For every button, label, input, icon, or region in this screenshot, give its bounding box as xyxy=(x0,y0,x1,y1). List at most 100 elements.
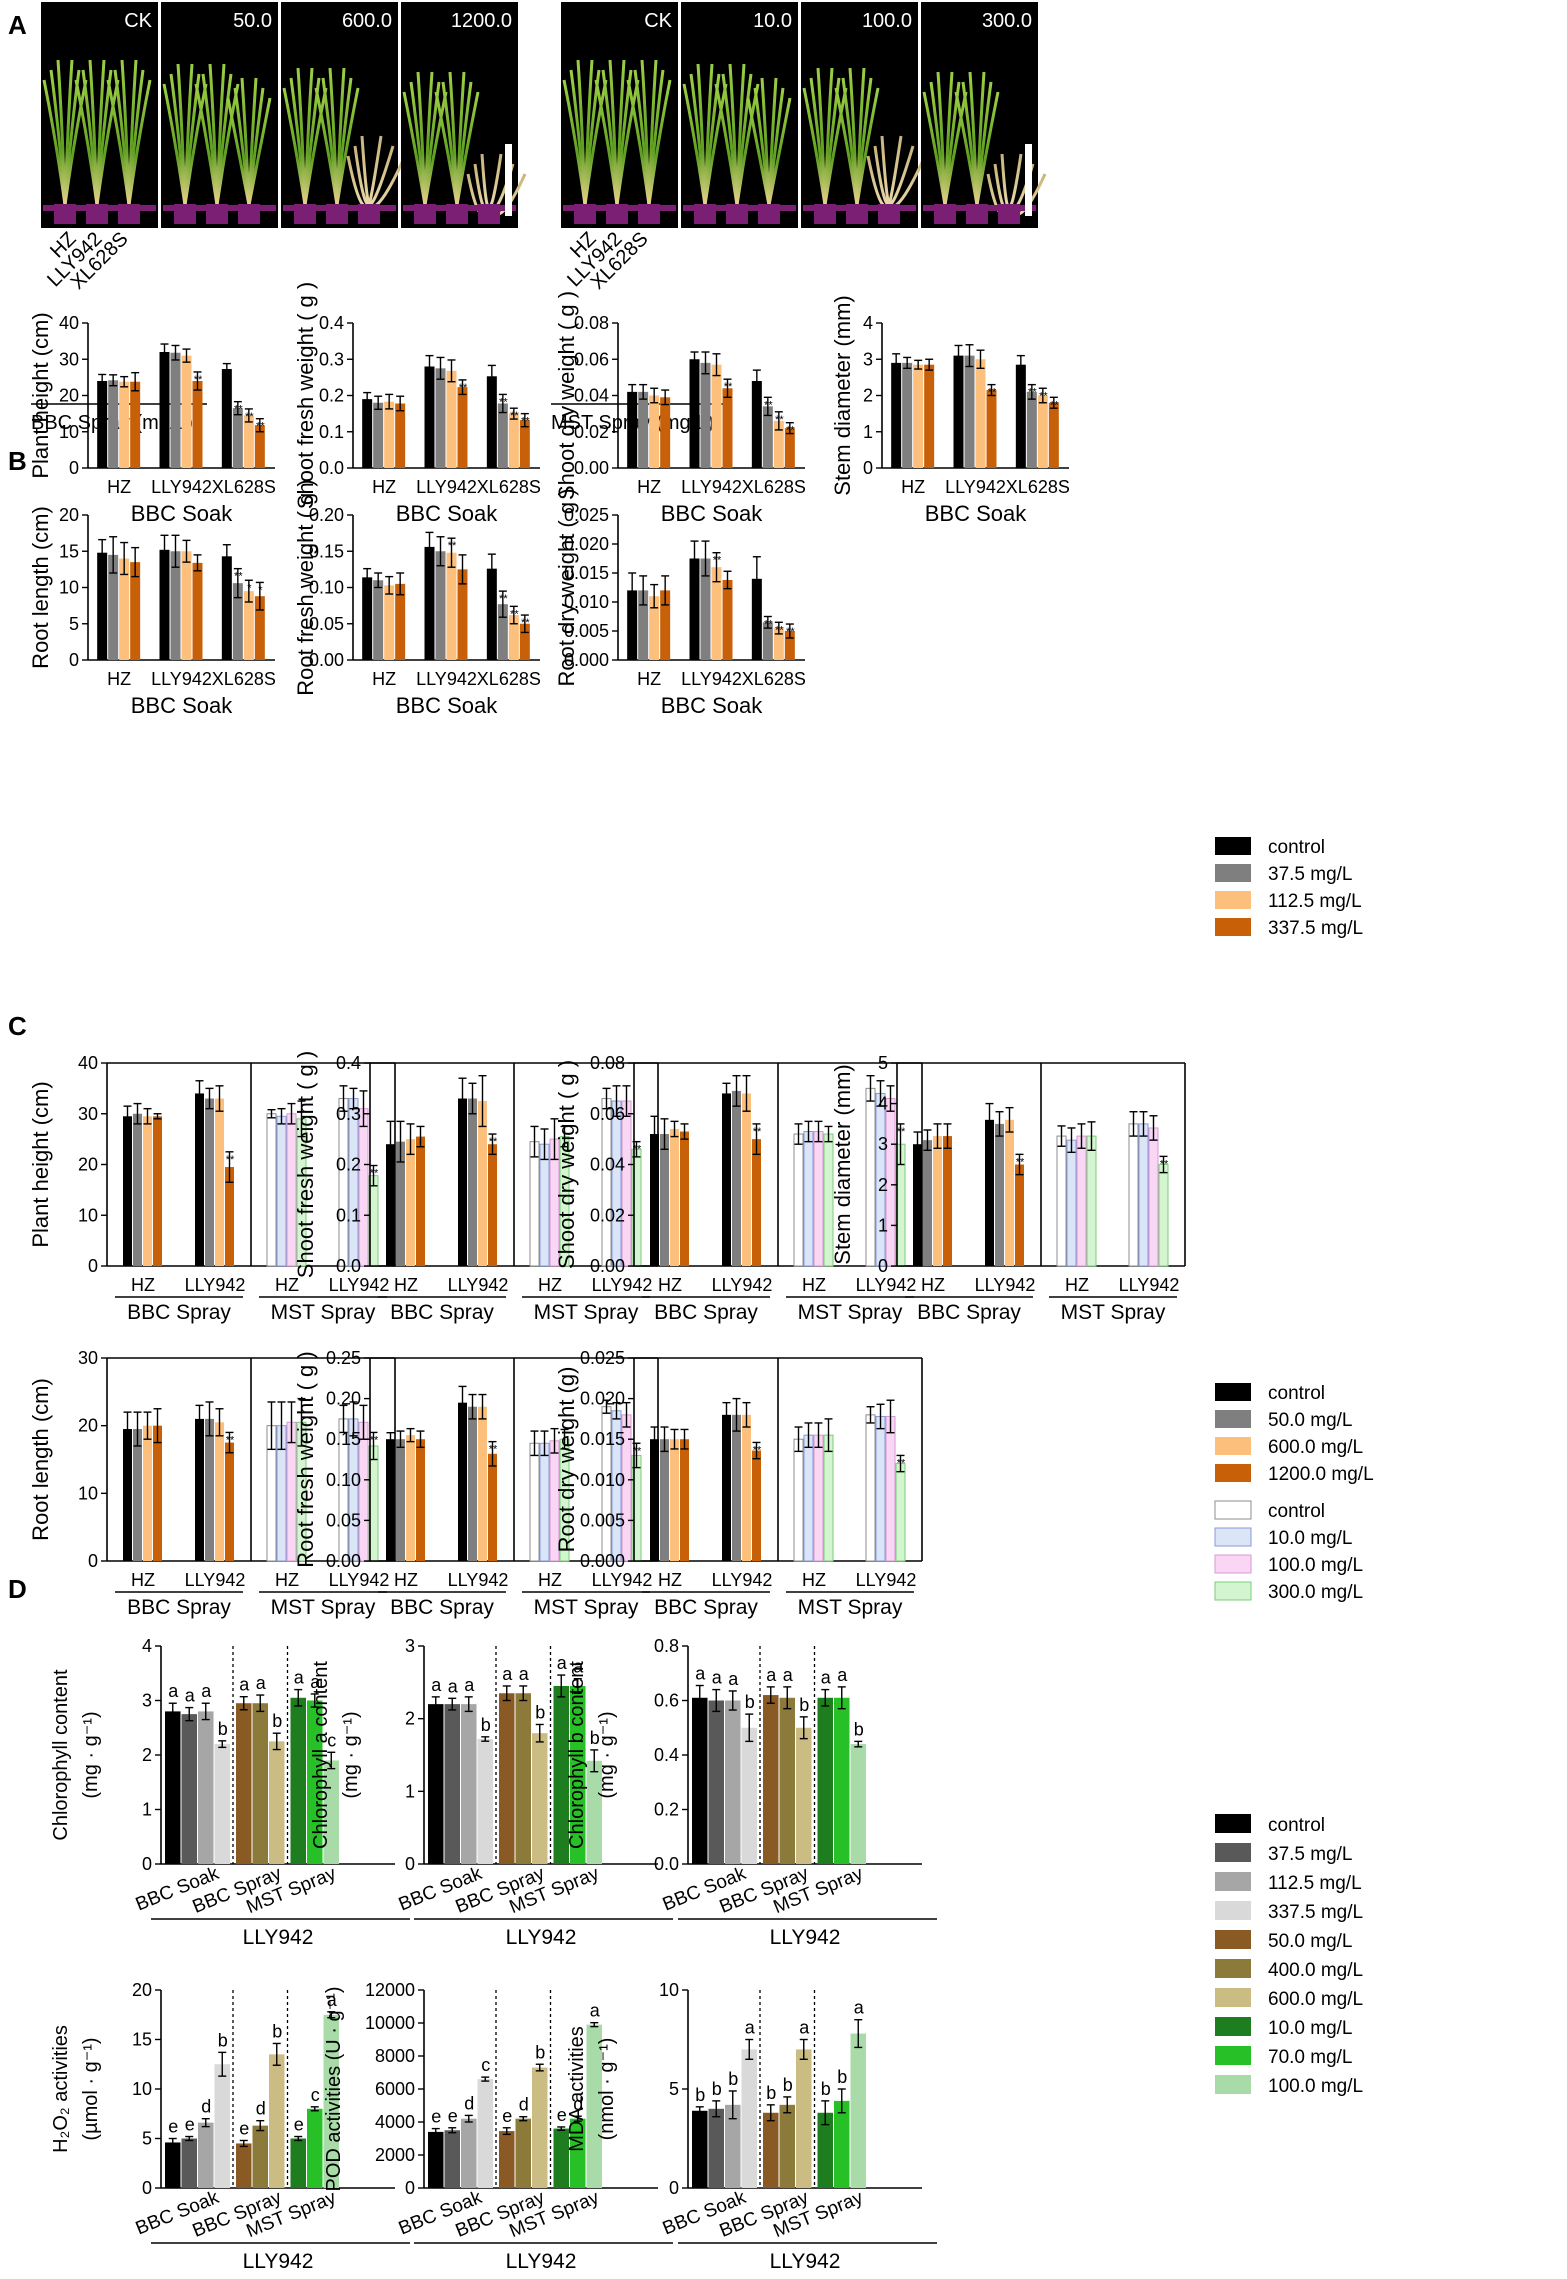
legend-label: 600.0 mg/L xyxy=(1268,1437,1363,1458)
x-tick-label: LLY942 xyxy=(945,477,1006,497)
y-tick-label: 0.3 xyxy=(336,1104,361,1124)
y-axis-title: Root dry weight (g) xyxy=(554,1367,579,1553)
legend-label: 37.5 mg/L xyxy=(1268,864,1353,885)
x-tick-label: LLY942 xyxy=(712,1275,773,1295)
y-tick-label: 0.08 xyxy=(590,1053,625,1073)
significance-mark: ** xyxy=(510,608,519,620)
bar xyxy=(570,2118,586,2188)
letter-mark: b xyxy=(766,2083,776,2103)
legend-swatch xyxy=(1214,1581,1252,1601)
bar xyxy=(751,381,762,468)
pot-tray xyxy=(403,205,516,211)
pot-tray xyxy=(43,205,156,211)
bar xyxy=(221,556,232,660)
bar xyxy=(700,558,711,660)
bar xyxy=(621,1100,632,1267)
bar xyxy=(499,1693,515,1864)
bar xyxy=(611,1100,622,1267)
x-tick-label: HZ xyxy=(538,1275,562,1295)
significance-mark: ** xyxy=(988,387,997,399)
bar xyxy=(850,2033,866,2188)
legend-label: control xyxy=(1268,1815,1325,1836)
legend-label: 100.0 mg/L xyxy=(1268,2076,1363,2097)
leaf xyxy=(335,87,360,206)
bar xyxy=(130,381,141,468)
bar xyxy=(254,425,265,468)
bar xyxy=(515,2118,531,2188)
significance-mark: ** xyxy=(753,1444,762,1456)
y-tick-label: 2 xyxy=(863,386,873,406)
x-tick-label: HZ xyxy=(1065,1275,1089,1295)
group-label: MST Spray xyxy=(798,1596,903,1619)
legend-swatch xyxy=(1215,1988,1251,2007)
letter-mark: e xyxy=(448,2106,458,2126)
y-tick-label: 20 xyxy=(78,1416,98,1436)
letter-mark: e xyxy=(557,2105,567,2125)
letter-mark: a xyxy=(294,1668,305,1688)
bar xyxy=(902,362,913,468)
bar xyxy=(395,583,406,660)
x-tick-label: LLY942 xyxy=(681,477,742,497)
bar xyxy=(539,1442,550,1562)
letter-mark: a xyxy=(201,1681,212,1701)
bar xyxy=(362,577,373,660)
bar xyxy=(711,364,722,468)
letter-mark: a xyxy=(557,1653,568,1673)
x-tick-label: XL628S xyxy=(212,669,276,689)
y-tick-label: 10 xyxy=(659,1980,679,2000)
bar xyxy=(895,1463,906,1562)
bar xyxy=(708,2108,724,2188)
y-tick-label: 10 xyxy=(78,1205,98,1225)
bar xyxy=(406,1435,415,1561)
y-tick-label: 0.10 xyxy=(326,1470,361,1490)
tile-label: 600.0 xyxy=(342,10,392,32)
x-tick-label: LLY942 xyxy=(185,1275,246,1295)
x-tick-label: HZ xyxy=(394,1570,418,1590)
significance-mark: ** xyxy=(633,1144,642,1156)
y-tick-label: 1 xyxy=(878,1215,888,1235)
legend-swatch xyxy=(1214,1554,1252,1574)
significance-mark: ** xyxy=(1039,390,1048,402)
bar xyxy=(529,1141,540,1267)
y-tick-label: 0.000 xyxy=(564,650,609,670)
x-axis-title: BBC Soak xyxy=(131,501,233,526)
bar xyxy=(386,1439,395,1561)
y-tick-label: 0 xyxy=(142,1854,152,1874)
bar xyxy=(486,568,497,660)
bar xyxy=(143,1425,152,1561)
letter-mark: a xyxy=(502,1664,513,1684)
significance-mark: ** xyxy=(764,619,773,631)
significance-mark: ** xyxy=(633,1445,642,1457)
y-tick-label: 15 xyxy=(132,2030,152,2050)
bar xyxy=(975,359,986,468)
bar xyxy=(1158,1164,1169,1267)
bar xyxy=(373,580,384,660)
x-tick-label: LLY942 xyxy=(151,669,212,689)
bar xyxy=(205,1098,214,1266)
significance-mark: ** xyxy=(489,1444,498,1456)
legend-label: 300.0 mg/L xyxy=(1268,1582,1363,1603)
y-tick-label: 5 xyxy=(69,614,79,634)
x-tick-label: LLY942 xyxy=(681,669,742,689)
y-tick-label: 0.020 xyxy=(564,534,609,554)
letter-mark: a xyxy=(728,1669,739,1689)
letter-mark: c xyxy=(481,2055,490,2075)
bar xyxy=(725,2104,741,2188)
footer-label: LLY942 xyxy=(506,2250,577,2273)
letter-mark: e xyxy=(431,2107,441,2127)
x-tick-label: HZ xyxy=(394,1275,418,1295)
chart-c7: 0.000 0.005 0.010 0.015 0.020 0.025 HZ ** LLY942… xyxy=(554,1348,923,1619)
bar xyxy=(181,551,192,660)
x-tick-label: LLY942 xyxy=(856,1570,917,1590)
y-tick-label: 0.06 xyxy=(574,349,609,369)
legend-label: 1200.0 mg/L xyxy=(1268,1464,1374,1485)
significance-mark: * xyxy=(258,584,263,596)
bar xyxy=(708,1700,724,1864)
significance-mark: ** xyxy=(226,1154,235,1166)
significance-mark: ** xyxy=(245,411,254,423)
